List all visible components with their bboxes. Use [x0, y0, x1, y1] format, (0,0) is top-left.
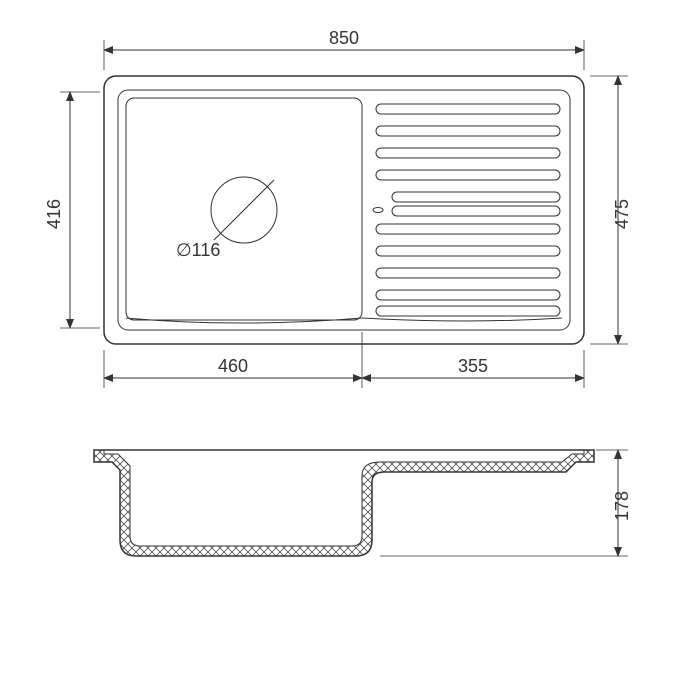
dimensions-top: 850 475 416 ∅116 460 355 [44, 28, 632, 388]
dim-drain-diameter: ∅116 [176, 240, 220, 260]
drain-diameter-line [214, 180, 274, 240]
sink-outer-rim [104, 76, 584, 344]
dim-bowl-width: 460 [218, 356, 248, 376]
dim-overall-width: 850 [329, 28, 359, 48]
drainboard-ridges [376, 104, 560, 316]
section-view [94, 450, 594, 556]
dim-bowl-height: 416 [44, 199, 64, 229]
section-hatch [94, 450, 594, 556]
top-view [104, 76, 584, 344]
overflow-mark [373, 208, 383, 213]
bowl-outline [126, 98, 362, 320]
drainer-front-curve [362, 318, 562, 321]
sink-dimension-drawing: 850 475 416 ∅116 460 355 178 [0, 0, 700, 700]
dim-drainboard-width: 355 [458, 356, 488, 376]
dim-section-depth: 178 [612, 491, 632, 521]
dim-overall-height: 475 [612, 199, 632, 229]
